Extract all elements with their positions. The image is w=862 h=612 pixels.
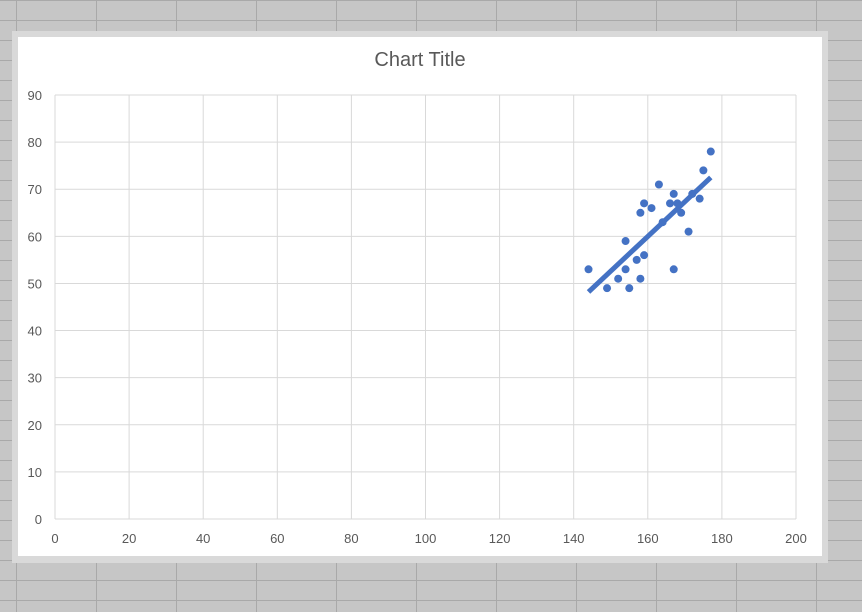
y-tick-label: 0 <box>35 512 42 527</box>
chart-title[interactable]: Chart Title <box>374 49 466 71</box>
data-point <box>677 208 686 217</box>
data-point <box>695 194 704 203</box>
data-point <box>640 251 649 260</box>
data-point <box>673 199 682 208</box>
data-point <box>621 265 630 274</box>
gridlines <box>54 94 797 520</box>
x-tick-label: 40 <box>196 531 210 546</box>
data-point <box>658 218 667 227</box>
x-tick-label: 100 <box>415 531 437 546</box>
data-point <box>669 265 678 274</box>
scatter-plot[interactable]: 0 20 40 60 80 100 120 140 160 180 200 0 10 20 30 40 50 6… <box>18 37 822 556</box>
data-point <box>666 199 675 208</box>
y-tick-label: 30 <box>28 371 42 386</box>
x-tick-label: 160 <box>637 531 659 546</box>
data-point <box>654 180 663 189</box>
y-tick-label: 10 <box>28 465 42 480</box>
y-tick-label: 80 <box>28 135 42 150</box>
data-point <box>640 199 649 208</box>
y-tick-label: 90 <box>28 88 42 103</box>
data-point <box>603 284 612 293</box>
y-tick-label: 60 <box>28 229 42 244</box>
data-point <box>647 204 656 213</box>
y-axis-tick-labels: 0 10 20 30 40 50 60 70 80 90 <box>28 88 42 527</box>
x-tick-label: 140 <box>563 531 585 546</box>
data-point <box>614 274 623 283</box>
data-point <box>688 189 697 198</box>
data-point <box>636 274 645 283</box>
data-point <box>669 189 678 198</box>
x-tick-label: 120 <box>489 531 511 546</box>
y-tick-label: 70 <box>28 182 42 197</box>
data-point <box>632 255 641 264</box>
chart-area[interactable]: Chart Title 0 20 40 60 80 100 120 140 160 180 200 … <box>18 37 822 556</box>
data-point <box>706 147 715 156</box>
data-point <box>621 237 630 246</box>
data-points <box>584 147 715 293</box>
y-tick-label: 40 <box>28 324 42 339</box>
data-point <box>684 227 693 236</box>
x-tick-label: 20 <box>122 531 136 546</box>
y-tick-label: 20 <box>28 418 42 433</box>
data-point <box>625 284 634 293</box>
data-point <box>636 208 645 217</box>
y-tick-label: 50 <box>28 276 42 291</box>
x-tick-label: 60 <box>270 531 284 546</box>
x-tick-label: 0 <box>51 531 58 546</box>
x-axis-tick-labels: 0 20 40 60 80 100 120 140 160 180 200 <box>51 531 806 546</box>
data-point <box>699 166 708 175</box>
x-tick-label: 200 <box>785 531 807 546</box>
x-tick-label: 180 <box>711 531 733 546</box>
data-point <box>584 265 593 274</box>
x-tick-label: 80 <box>344 531 358 546</box>
